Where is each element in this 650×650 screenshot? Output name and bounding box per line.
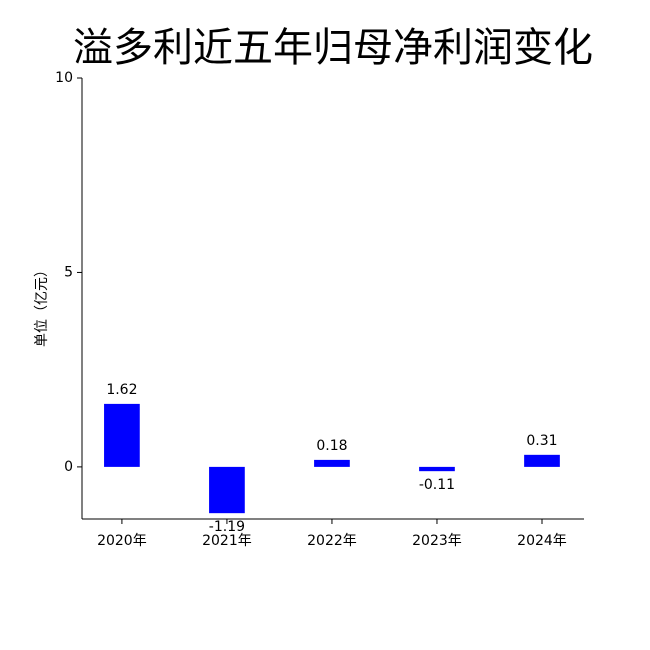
value-label: -0.11 [419,477,455,493]
bar [104,403,140,467]
x-tick-label: 2024年 [517,533,567,549]
x-tick-label: 2022年 [307,533,357,549]
value-label: 0.31 [526,433,557,449]
value-label: -1.19 [209,519,245,535]
x-tick-label: 2020年 [97,533,147,549]
y-tick-label: 0 [64,459,73,475]
x-tick-label: 2023年 [412,533,462,549]
bar [314,459,350,467]
x-tick-label: 2021年 [202,533,252,549]
value-label: 1.62 [106,382,137,398]
value-label: 0.18 [316,438,347,454]
chart-title: 溢多利近五年归母净利润变化 [73,25,593,71]
bar [419,466,455,472]
y-axis-label: 单位（亿元） [34,263,50,347]
y-tick-label: 5 [64,264,73,280]
bar [524,454,560,467]
y-tick-label: 10 [55,70,73,86]
bar [209,466,245,514]
